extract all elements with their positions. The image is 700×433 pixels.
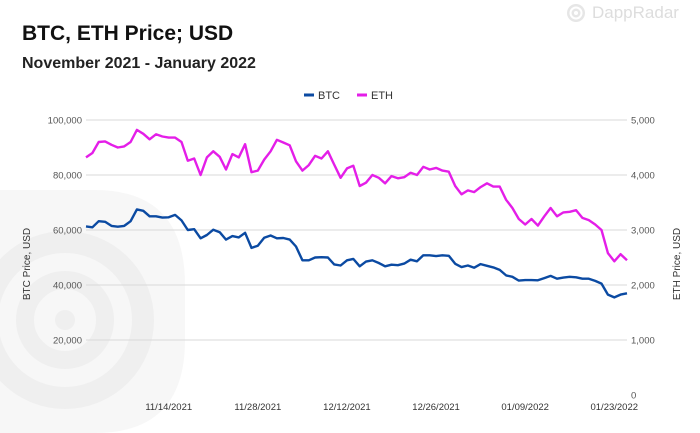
- legend-eth-label: ETH: [371, 90, 393, 102]
- y-left-tick-label: 100,000: [48, 116, 82, 127]
- chart-axes: 20,000 40,000 60,000 80,000 100,000 0 1,000 2,0…: [48, 116, 655, 414]
- y-right-tick-label: 2,000: [631, 281, 655, 292]
- chart-series: [85, 128, 628, 299]
- y-right-axis-label: ETH Price, USD: [672, 228, 683, 300]
- x-tick-label: 11/14/2021: [145, 402, 192, 413]
- watermark-icon: [0, 190, 185, 433]
- x-tick-label: 01/09/2022: [501, 402, 549, 413]
- y-right-tick-label: 1,000: [631, 336, 655, 347]
- y-right-tick-label: 3,000: [631, 226, 655, 237]
- chart-subtitle: November 2021 - January 2022: [22, 55, 256, 72]
- y-right-tick-label: 4,000: [631, 171, 655, 182]
- y-right-tick-label: 5,000: [631, 116, 655, 127]
- x-tick-label: 12/26/2021: [412, 402, 460, 413]
- y-left-tick-label: 60,000: [53, 226, 82, 237]
- dappradar-logo-icon: [567, 4, 585, 22]
- brand-name: DappRadar: [592, 3, 679, 22]
- legend-btc-label: BTC: [318, 90, 340, 102]
- chart-grid: [86, 119, 627, 341]
- y-left-tick-label: 20,000: [53, 336, 82, 347]
- chart-legend: BTC ETH: [304, 90, 393, 102]
- y-left-tick-label: 80,000: [53, 171, 82, 182]
- y-right-tick-label: 0: [631, 391, 636, 402]
- brand-logo: DappRadar: [566, 2, 679, 24]
- x-tick-label: 12/12/2021: [323, 402, 371, 413]
- y-left-axis-label: BTC Price, USD: [22, 228, 33, 300]
- chart-title: BTC, ETH Price; USD: [22, 22, 234, 45]
- price-chart: BTC ETH 20,000 40,000 60,000 80,000 100,000 0…: [22, 90, 683, 414]
- eth-series-line: [85, 128, 628, 263]
- x-tick-label: 11/28/2021: [234, 402, 281, 413]
- y-left-tick-label: 40,000: [53, 281, 82, 292]
- btc-series-line: [85, 208, 628, 299]
- x-tick-label: 01/23/2022: [590, 402, 638, 413]
